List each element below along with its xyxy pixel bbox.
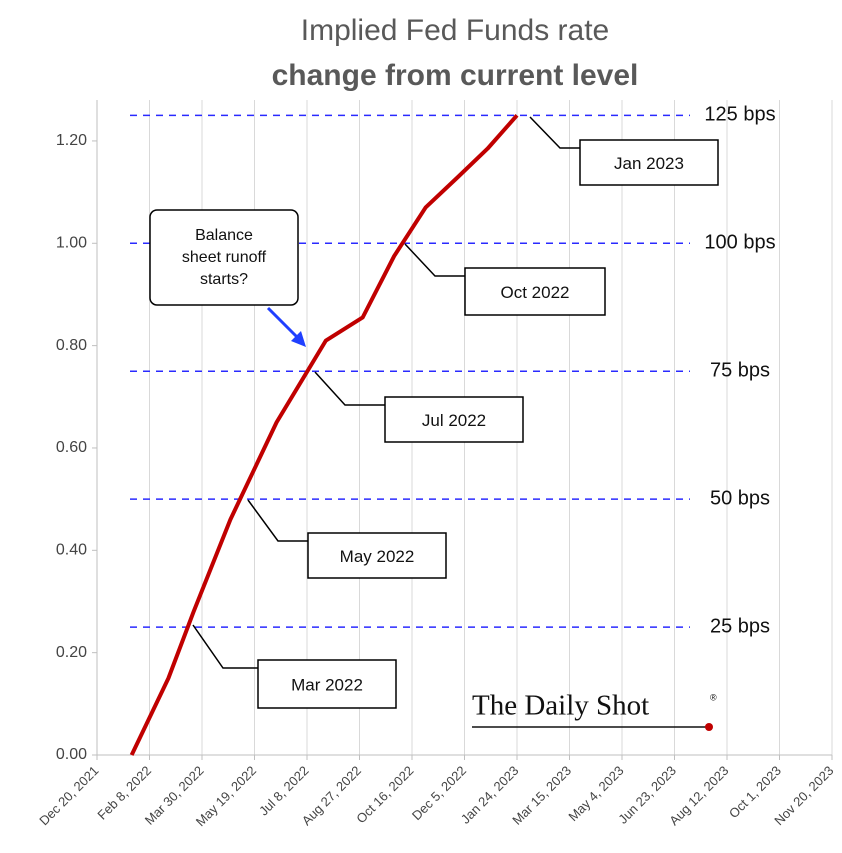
annotation-box bbox=[384, 396, 524, 443]
annotation-box bbox=[307, 532, 447, 579]
logo: The Daily Shot bbox=[472, 690, 649, 722]
y-tick-label: 1.00 bbox=[56, 235, 87, 252]
leader-line bbox=[404, 243, 465, 277]
annotation-box bbox=[257, 659, 397, 709]
y-tick-label: 0.20 bbox=[56, 644, 87, 661]
leader-line bbox=[529, 116, 580, 149]
annotation-label: Jul 2022 bbox=[422, 411, 486, 430]
annotation-label: Mar 2022 bbox=[291, 675, 363, 694]
annotation-box bbox=[464, 267, 606, 316]
callout-text: Balance bbox=[195, 227, 253, 244]
reference-label: 25 bps bbox=[710, 615, 770, 637]
leader-line bbox=[192, 624, 258, 669]
y-tick-label: 0.00 bbox=[56, 746, 87, 763]
annotation-label: Jan 2023 bbox=[614, 154, 684, 173]
chart-subtitle: change from current level bbox=[272, 59, 639, 92]
logo-dot bbox=[705, 723, 713, 731]
reference-label: 100 bps bbox=[704, 232, 775, 254]
annotation-label: Oct 2022 bbox=[501, 283, 570, 302]
annotation-box bbox=[579, 139, 719, 186]
y-tick-label: 0.80 bbox=[56, 337, 87, 354]
callout-box bbox=[149, 209, 299, 306]
reference-label: 125 bps bbox=[704, 104, 775, 126]
logo-mark: ® bbox=[710, 692, 717, 702]
callout-text: starts? bbox=[200, 271, 248, 288]
callout-text: sheet runoff bbox=[182, 249, 267, 266]
y-tick-label: 0.60 bbox=[56, 439, 87, 456]
reference-label: 75 bps bbox=[710, 359, 770, 381]
annotation-label: May 2022 bbox=[340, 547, 415, 566]
y-tick-label: 1.20 bbox=[56, 132, 87, 149]
y-tick-label: 0.40 bbox=[56, 542, 87, 559]
callout-arrow bbox=[266, 306, 300, 340]
x-tick-label: Dec 20, 2021 bbox=[36, 763, 101, 828]
leader-line bbox=[314, 371, 385, 406]
x-tick-label: Jul 8, 2022 bbox=[256, 763, 312, 819]
data-line bbox=[129, 114, 519, 756]
callout-arrowhead bbox=[291, 331, 306, 347]
reference-label: 50 bps bbox=[710, 487, 770, 509]
chart-title: Implied Fed Funds rate bbox=[301, 14, 609, 47]
leader-line bbox=[247, 499, 308, 542]
